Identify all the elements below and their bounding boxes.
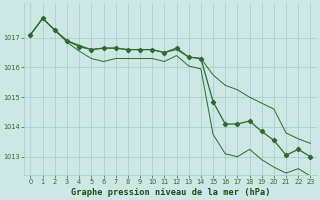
- X-axis label: Graphe pression niveau de la mer (hPa): Graphe pression niveau de la mer (hPa): [71, 188, 270, 197]
